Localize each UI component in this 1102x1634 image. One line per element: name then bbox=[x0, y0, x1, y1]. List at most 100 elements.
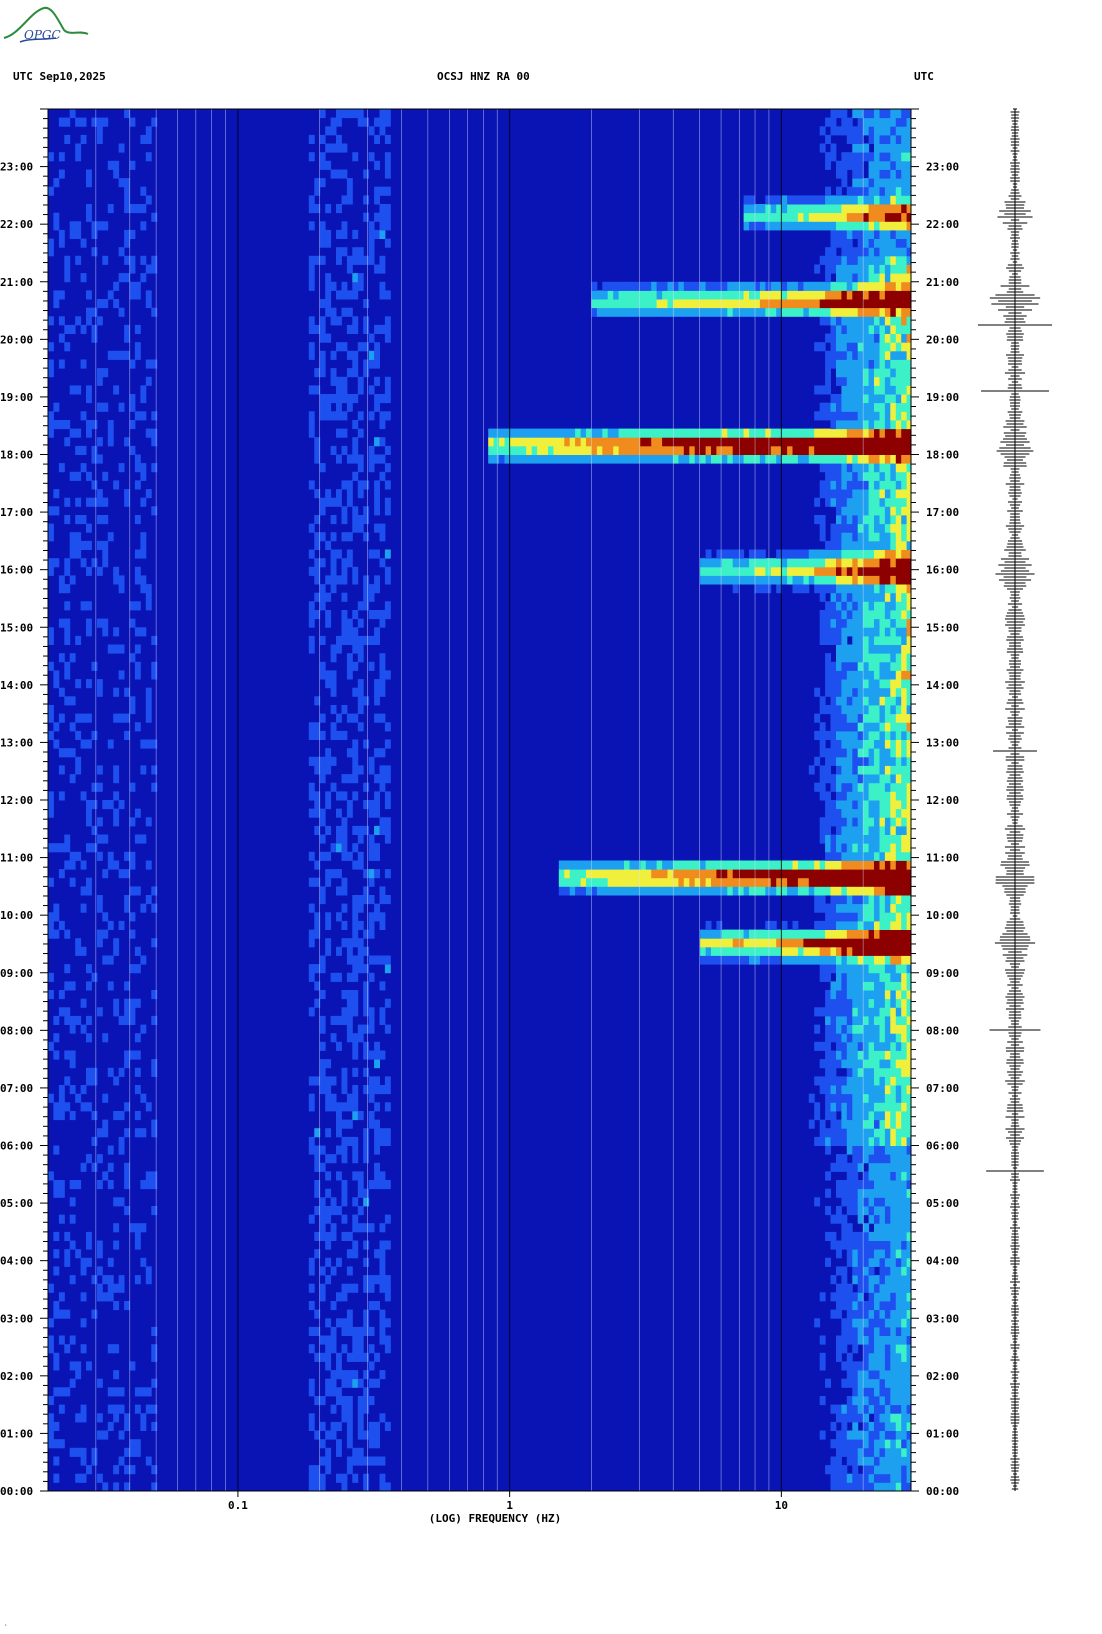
heat-cell bbox=[308, 938, 315, 948]
spectrogram-background bbox=[48, 109, 911, 1491]
heat-cell bbox=[874, 1378, 880, 1388]
heat-cell bbox=[357, 1404, 364, 1414]
heat-cell bbox=[874, 1352, 880, 1362]
heat-cell bbox=[890, 1378, 897, 1388]
heat-cell bbox=[874, 238, 880, 248]
heat-cell bbox=[384, 238, 391, 248]
heat-cell bbox=[857, 1076, 864, 1086]
heat-cell bbox=[890, 713, 897, 723]
heat-cell bbox=[857, 480, 864, 490]
heat-cell bbox=[841, 584, 848, 594]
heat-cell bbox=[363, 869, 370, 879]
heat-cell bbox=[906, 1145, 911, 1155]
heat-cell bbox=[363, 1309, 370, 1319]
heat-cell bbox=[879, 601, 886, 611]
heat-cell bbox=[384, 998, 391, 1008]
heat-cell bbox=[890, 1102, 897, 1112]
heat-cell bbox=[890, 281, 897, 291]
heat-cell bbox=[145, 1387, 152, 1397]
heat-cell bbox=[863, 471, 870, 481]
heat-cell bbox=[890, 1309, 897, 1319]
heat-cell bbox=[341, 169, 348, 179]
heat-cell bbox=[797, 877, 804, 887]
heat-cell bbox=[884, 584, 891, 594]
heat-cell bbox=[901, 229, 908, 239]
heat-cell bbox=[808, 212, 815, 222]
heat-cell bbox=[124, 1206, 130, 1216]
heat-cell bbox=[618, 299, 625, 309]
heat-cell bbox=[357, 1456, 364, 1466]
heat-cell bbox=[906, 920, 911, 930]
heat-cell bbox=[374, 912, 380, 922]
heat-cell bbox=[825, 998, 831, 1008]
heat-cell bbox=[553, 454, 560, 464]
heat-cell bbox=[368, 1396, 375, 1406]
heat-cell bbox=[374, 1301, 380, 1311]
heat-cell bbox=[792, 860, 799, 870]
heat-cell bbox=[705, 575, 712, 585]
heat-cell bbox=[890, 221, 897, 231]
heat-cell bbox=[352, 774, 359, 784]
heat-cell bbox=[384, 566, 391, 576]
heat-cell bbox=[96, 540, 103, 550]
heat-cell bbox=[884, 186, 891, 196]
heat-cell bbox=[634, 428, 641, 438]
heat-cell bbox=[705, 454, 712, 464]
heat-cell bbox=[841, 972, 848, 982]
heat-cell bbox=[890, 307, 897, 317]
heat-cell bbox=[151, 437, 158, 447]
heat-cell bbox=[569, 869, 576, 879]
heat-cell bbox=[895, 1421, 902, 1431]
heat-cell bbox=[151, 1119, 158, 1129]
heat-cell bbox=[906, 1456, 911, 1466]
heat-cell bbox=[776, 558, 783, 568]
heat-cell bbox=[113, 860, 120, 870]
heat-cell bbox=[830, 1093, 837, 1103]
heat-cell bbox=[841, 834, 848, 844]
heat-cell bbox=[841, 1214, 848, 1224]
heat-cell bbox=[852, 212, 859, 222]
heat-cell bbox=[770, 281, 777, 291]
heat-cell bbox=[683, 307, 690, 317]
heat-cell bbox=[884, 506, 891, 516]
heat-cell bbox=[874, 1119, 880, 1129]
heat-cell bbox=[346, 255, 353, 265]
heat-cell bbox=[694, 445, 701, 455]
heat-cell bbox=[868, 247, 875, 257]
heat-cell bbox=[803, 281, 810, 291]
heat-cell bbox=[151, 782, 158, 792]
heat-cell bbox=[64, 748, 71, 758]
heat-cell bbox=[890, 385, 897, 395]
heat-cell bbox=[841, 558, 848, 568]
heat-cell bbox=[308, 1387, 315, 1397]
heat-cell bbox=[890, 705, 897, 715]
heat-cell bbox=[346, 938, 353, 948]
heat-cell bbox=[91, 1447, 98, 1457]
heat-cell bbox=[727, 437, 734, 447]
heat-cell bbox=[765, 877, 772, 887]
heat-cell bbox=[846, 350, 853, 360]
heat-cell bbox=[363, 1257, 370, 1267]
heat-cell bbox=[814, 860, 821, 870]
heat-cell bbox=[895, 445, 902, 455]
heat-cell bbox=[325, 299, 332, 309]
heat-cell bbox=[879, 1024, 886, 1034]
heat-cell bbox=[879, 1111, 886, 1121]
heat-cell bbox=[906, 774, 911, 784]
heat-cell bbox=[341, 938, 348, 948]
heat-cell bbox=[651, 886, 658, 896]
heat-cell bbox=[852, 437, 859, 447]
heat-cell bbox=[901, 1275, 908, 1285]
heat-cell bbox=[705, 938, 712, 948]
heat-cell bbox=[776, 955, 783, 965]
heat-cell bbox=[53, 1102, 60, 1112]
heat-cell bbox=[879, 195, 886, 205]
heat-cell bbox=[145, 739, 152, 749]
heat-cell bbox=[852, 247, 859, 257]
heat-cell bbox=[102, 800, 109, 810]
heat-cell bbox=[874, 1292, 880, 1302]
heat-cell bbox=[895, 1309, 902, 1319]
heat-cell bbox=[874, 1007, 880, 1017]
heat-cell bbox=[124, 1162, 130, 1172]
heat-cell bbox=[357, 618, 364, 628]
